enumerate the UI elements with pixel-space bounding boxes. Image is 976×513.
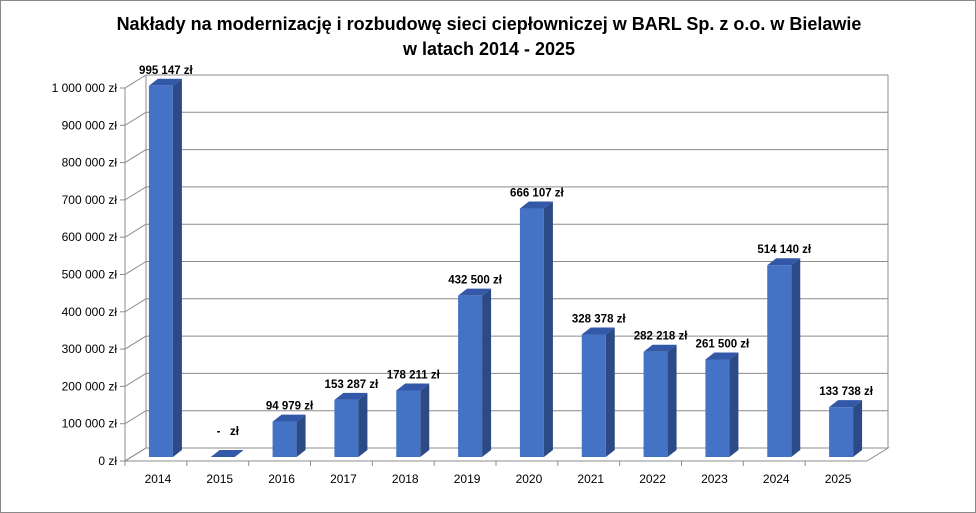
bar-2014 [148,78,182,457]
bar-front [396,390,421,457]
bar-front [581,334,606,457]
bar-side [358,392,368,457]
x-tick-label: 2018 [392,472,419,486]
bar-side [482,288,492,457]
x-tick-label: 2016 [268,472,295,486]
bar-2020 [519,201,553,457]
data-label: - zł [217,426,240,438]
gridline-diagonal [124,111,147,126]
bar-top [396,383,430,391]
data-label: 514 140 zł [757,244,812,256]
data-label: 153 287 zł [325,379,380,391]
bar-2015 [210,450,244,457]
x-tick-label: 2021 [577,472,604,486]
chart-subtitle: w latach 2014 - 2025 [402,39,576,59]
y-tick-label: 1 000 000 zł [52,81,118,95]
bar-2021 [581,327,615,457]
data-label: 666 107 zł [510,188,565,200]
bar-top [210,450,244,457]
x-tick-label: 2019 [454,472,481,486]
bar-top [581,327,615,335]
y-tick-label: 900 000 zł [62,118,118,132]
bar-top [767,258,801,266]
bar-2024 [767,258,801,457]
x-tick-label: 2024 [763,472,790,486]
x-tick-label: 2014 [145,472,172,486]
data-label: 178 211 zł [387,370,441,382]
bar-side [667,344,677,457]
bar-front [334,399,359,457]
y-tick-label: 0 zł [98,454,117,468]
y-tick-label: 700 000 zł [62,193,118,207]
bar-top [458,288,492,296]
bar-2025 [829,400,863,457]
bar-side [296,414,306,457]
bar-2018 [396,383,430,457]
x-tick-label: 2015 [206,472,233,486]
bar-side [172,78,182,457]
data-label: 995 147 zł [139,65,194,77]
data-label: 282 218 zł [634,331,689,343]
bar-side [543,201,553,457]
y-tick-label: 500 000 zł [62,268,118,282]
bar-top [272,414,306,422]
bar-top [519,201,553,209]
gridline-diagonal [124,74,147,89]
bar-front [148,85,173,457]
bar-front [829,407,854,457]
bar-top [643,344,677,352]
bar-top [148,78,182,86]
bar-front [643,351,668,457]
gridline-diagonal [124,410,147,425]
bar-front [458,295,483,457]
data-label: 94 979 zł [266,401,314,413]
gridline-diagonal [124,261,147,275]
bar-2022 [643,344,677,457]
bar-side [729,352,739,457]
gridline-diagonal [124,223,147,238]
bar-top [334,392,368,400]
y-tick-label: 200 000 zł [62,379,118,393]
data-label: 133 738 zł [819,386,874,398]
y-tick-label: 300 000 zł [62,342,118,356]
x-tick-label: 2025 [825,472,852,486]
bar-side [791,258,801,457]
y-tick-label: 600 000 zł [62,230,118,244]
bar-front [519,208,544,457]
bar-2019 [458,288,492,457]
bar-front [272,421,297,457]
gridline-diagonal [124,186,147,201]
bar-2023 [705,352,739,457]
gridline-diagonal [124,335,147,350]
data-label: 432 500 zł [448,275,503,287]
bar-front [705,359,730,457]
data-label: 261 500 zł [696,338,751,350]
bar-2016 [272,414,306,457]
bar-2017 [334,392,368,457]
x-tick-label: 2020 [516,472,543,486]
x-tick-label: 2023 [701,472,728,486]
gridline-diagonal [124,372,147,387]
x-tick-label: 2022 [639,472,666,486]
bar-front [767,265,792,457]
bar-top [829,400,863,408]
bar-side [420,383,430,457]
gridline-diagonal [124,298,147,313]
y-tick-label: 100 000 zł [62,417,118,431]
data-label: 328 378 zł [572,314,627,326]
chart-title: Nakłady na modernizację i rozbudowę siec… [116,14,862,34]
bar-side [853,400,863,457]
gridline-diagonal [124,149,147,164]
bar-top [705,352,739,360]
bar-side [605,327,615,457]
y-tick-label: 400 000 zł [62,305,118,319]
y-tick-label: 800 000 zł [62,156,118,170]
x-tick-label: 2017 [330,472,357,486]
